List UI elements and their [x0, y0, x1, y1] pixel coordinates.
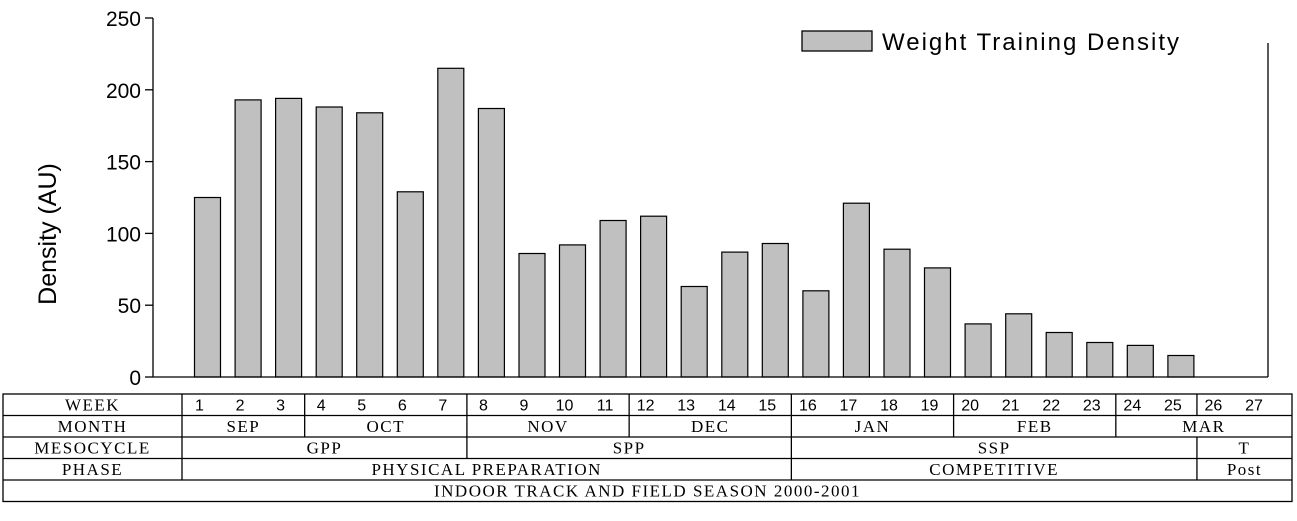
week-label: 2	[236, 398, 245, 415]
week-label: 8	[479, 398, 488, 415]
phase-cell: PHYSICAL PREPARATION	[371, 460, 601, 479]
week-label: 22	[1042, 398, 1060, 415]
week-label: 5	[357, 398, 366, 415]
bar-week-3	[275, 97, 303, 378]
week-label: 15	[758, 398, 776, 415]
month-cell: SEP	[226, 417, 260, 436]
bar-week-14	[721, 251, 749, 378]
bar-week-24	[1126, 344, 1154, 378]
mesocycle-cell: T	[1239, 439, 1251, 458]
bar-week-20	[964, 323, 992, 378]
week-label: 13	[677, 398, 695, 415]
bar-week-11	[599, 219, 627, 378]
week-label: 6	[398, 398, 407, 415]
y-tick-label: 0	[129, 367, 141, 390]
bar-week-6	[396, 191, 424, 378]
bar-week-10	[558, 244, 587, 378]
month-cell: NOV	[527, 417, 568, 436]
bar-week-17	[842, 202, 871, 378]
table-border	[2, 393, 1293, 503]
week-label: 3	[276, 398, 285, 415]
week-label: 18	[880, 398, 898, 415]
month-cell: OCT	[367, 417, 406, 436]
bar-week-16	[802, 290, 830, 378]
bar-week-2	[234, 99, 262, 378]
mesocycle-cell: SSP	[978, 439, 1011, 458]
y-tick-label: 50	[118, 295, 141, 318]
bar-week-12	[639, 215, 668, 378]
week-label: 21	[1002, 398, 1020, 415]
y-tick-label: 200	[106, 80, 141, 103]
phase-cell: COMPETITIVE	[929, 460, 1059, 479]
week-label: 16	[799, 398, 817, 415]
bar-week-15	[761, 242, 789, 378]
week-label: 23	[1083, 398, 1101, 415]
week-label: 1	[195, 398, 204, 415]
week-label: 19	[921, 398, 939, 415]
bar-week-13	[680, 285, 708, 378]
week-label: 7	[438, 398, 447, 415]
legend: Weight Training Density	[801, 29, 1181, 56]
month-cell: MAR	[1182, 417, 1225, 436]
bar-week-21	[1005, 313, 1033, 378]
month-cell: JAN	[855, 417, 891, 436]
bar-week-1	[193, 196, 222, 378]
week-label: 10	[556, 398, 574, 415]
week-label: 27	[1245, 398, 1263, 415]
bar-week-25	[1167, 354, 1195, 378]
bar-week-18	[883, 248, 911, 378]
table-footer-season: INDOOR TRACK AND FIELD SEASON 2000-2001	[434, 482, 861, 501]
y-tick-label: 250	[106, 8, 141, 31]
y-tick-label: 100	[106, 223, 141, 246]
table-row-header-mesocycle: MESOCYCLE	[34, 439, 150, 458]
bar-week-4	[315, 106, 343, 378]
table-row-header-week: WEEK	[65, 396, 120, 415]
week-label: 11	[597, 398, 614, 415]
week-label: 12	[637, 398, 655, 415]
bar-week-9	[518, 252, 546, 378]
week-label: 4	[317, 398, 326, 415]
mesocycle-cell: GPP	[307, 439, 343, 458]
table-row-header-phase: PHASE	[62, 460, 123, 479]
week-label: 24	[1123, 398, 1141, 415]
bar-week-7	[437, 67, 465, 378]
bar-week-19	[923, 267, 952, 378]
week-label: 14	[718, 398, 736, 415]
table-row-header-month: MONTH	[58, 417, 128, 436]
legend-label: Weight Training Density	[882, 29, 1181, 56]
bar-week-8	[477, 107, 505, 378]
phase-cell: Post	[1227, 460, 1262, 479]
week-label: 25	[1164, 398, 1182, 415]
month-cell: DEC	[691, 417, 730, 436]
week-label: 17	[840, 398, 858, 415]
y-axis-label: Density (AU)	[34, 163, 62, 305]
bar-week-22	[1045, 331, 1073, 378]
y-tick-label: 150	[106, 152, 141, 175]
week-label: 9	[520, 398, 529, 415]
month-cell: FEB	[1017, 417, 1053, 436]
mesocycle-cell: SPP	[613, 439, 646, 458]
week-label: 26	[1205, 398, 1223, 415]
week-label: 20	[961, 398, 979, 415]
bar-week-23	[1086, 341, 1114, 378]
legend-swatch	[801, 30, 873, 52]
bar-week-5	[356, 112, 384, 378]
